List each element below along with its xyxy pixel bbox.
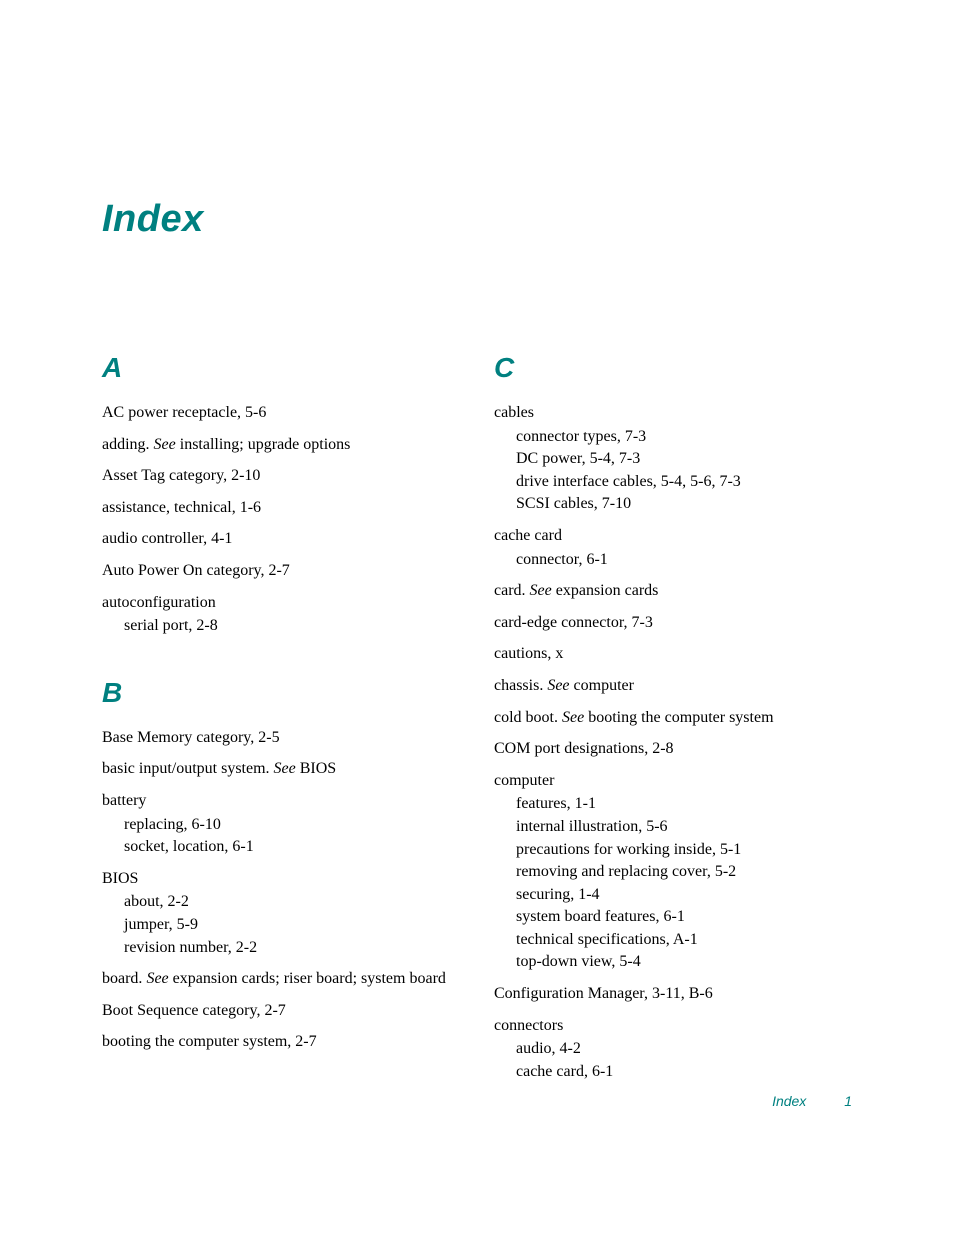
- index-subentry: removing and replacing cover, 5-2: [494, 861, 858, 883]
- index-entry-group: cablesconnector types, 7-3DC power, 5-4,…: [494, 402, 858, 515]
- index-entry-parent: cache card: [494, 525, 858, 547]
- index-entry-group: connectorsaudio, 4-2cache card, 6-1: [494, 1015, 858, 1083]
- section-letter-C: C: [494, 352, 858, 384]
- index-entry: audio controller, 4-1: [102, 528, 466, 550]
- index-subentry: socket, location, 6-1: [102, 836, 466, 858]
- index-entry-parent: connectors: [494, 1015, 858, 1037]
- section-letter-A: A: [102, 352, 466, 384]
- see-targets: installing; upgrade options: [176, 436, 351, 453]
- see-prefix: basic input/output system.: [102, 760, 274, 777]
- see-prefix: cold boot.: [494, 709, 562, 726]
- see-prefix: board.: [102, 970, 146, 987]
- see-prefix: adding.: [102, 436, 154, 453]
- index-subentry: revision number, 2-2: [102, 937, 466, 959]
- index-entry-parent: cables: [494, 402, 858, 424]
- index-subentry: replacing, 6-10: [102, 814, 466, 836]
- index-subentry: audio, 4-2: [494, 1038, 858, 1060]
- index-entry-parent: BIOS: [102, 868, 466, 890]
- index-subentry: technical specifications, A-1: [494, 929, 858, 951]
- index-entry: booting the computer system, 2-7: [102, 1031, 466, 1053]
- column-right: Ccablesconnector types, 7-3DC power, 5-4…: [494, 352, 858, 1092]
- see-word: See: [547, 677, 569, 694]
- footer-label: Index: [772, 1093, 806, 1109]
- index-entry: Base Memory category, 2-5: [102, 727, 466, 749]
- index-subentry: internal illustration, 5-6: [494, 816, 858, 838]
- index-subentry: drive interface cables, 5-4, 5-6, 7-3: [494, 471, 858, 493]
- see-word: See: [154, 436, 176, 453]
- index-subentry: connector types, 7-3: [494, 426, 858, 448]
- index-entry-see: board. See expansion cards; riser board;…: [102, 968, 466, 990]
- see-prefix: chassis.: [494, 677, 547, 694]
- footer-page-number: 1: [844, 1093, 852, 1109]
- see-word: See: [274, 760, 296, 777]
- index-entry: AC power receptacle, 5-6: [102, 402, 466, 424]
- index-entry: Asset Tag category, 2-10: [102, 465, 466, 487]
- see-targets: BIOS: [296, 760, 336, 777]
- index-entry: cautions, x: [494, 643, 858, 665]
- index-entry-parent: autoconfiguration: [102, 592, 466, 614]
- index-entry: assistance, technical, 1-6: [102, 497, 466, 519]
- index-entry-group: autoconfigurationserial port, 2-8: [102, 592, 466, 637]
- index-subentry: about, 2-2: [102, 891, 466, 913]
- index-page: Index A AC power receptacle, 5-6 adding. S…: [0, 0, 954, 1235]
- index-entry-group: batteryreplacing, 6-10socket, location, …: [102, 790, 466, 858]
- index-entry: Auto Power On category, 2-7: [102, 560, 466, 582]
- index-entry-see: card. See expansion cards: [494, 580, 858, 602]
- index-entry: Configuration Manager, 3-11, B-6: [494, 983, 858, 1005]
- index-subentry: top-down view, 5-4: [494, 951, 858, 973]
- index-entry: Boot Sequence category, 2-7: [102, 1000, 466, 1022]
- index-subentry: features, 1-1: [494, 793, 858, 815]
- see-targets: computer: [570, 677, 634, 694]
- index-entry-group: BIOSabout, 2-2jumper, 5-9revision number…: [102, 868, 466, 958]
- index-subentry: system board features, 6-1: [494, 906, 858, 928]
- index-subentry: cache card, 6-1: [494, 1061, 858, 1083]
- see-prefix: card.: [494, 582, 530, 599]
- section-letter-B: B: [102, 677, 466, 709]
- index-columns: A AC power receptacle, 5-6 adding. See ins…: [102, 352, 858, 1092]
- index-subentry: serial port, 2-8: [102, 615, 466, 637]
- page-footer: Index 1: [772, 1093, 852, 1109]
- see-word: See: [562, 709, 584, 726]
- index-entry-parent: battery: [102, 790, 466, 812]
- index-entry-see: chassis. See computer: [494, 675, 858, 697]
- index-entry: card-edge connector, 7-3: [494, 612, 858, 634]
- index-entry-see: basic input/output system. See BIOS: [102, 758, 466, 780]
- see-word: See: [146, 970, 168, 987]
- index-entry-group: cache cardconnector, 6-1: [494, 525, 858, 570]
- see-targets: booting the computer system: [584, 709, 773, 726]
- index-entry: COM port designations, 2-8: [494, 738, 858, 760]
- index-subentry: jumper, 5-9: [102, 914, 466, 936]
- see-targets: expansion cards: [552, 582, 659, 599]
- index-entry-group: computerfeatures, 1-1internal illustrati…: [494, 770, 858, 973]
- index-entry-see: adding. See installing; upgrade options: [102, 434, 466, 456]
- index-subentry: SCSI cables, 7-10: [494, 493, 858, 515]
- index-entry-parent: computer: [494, 770, 858, 792]
- index-subentry: DC power, 5-4, 7-3: [494, 448, 858, 470]
- index-subentry: securing, 1-4: [494, 884, 858, 906]
- column-left: A AC power receptacle, 5-6 adding. See ins…: [102, 352, 466, 1092]
- page-title: Index: [102, 198, 204, 241]
- index-entry-see: cold boot. See booting the computer syst…: [494, 707, 858, 729]
- see-targets: expansion cards; riser board; system boa…: [169, 970, 446, 987]
- see-word: See: [530, 582, 552, 599]
- index-subentry: connector, 6-1: [494, 549, 858, 571]
- index-subentry: precautions for working inside, 5-1: [494, 839, 858, 861]
